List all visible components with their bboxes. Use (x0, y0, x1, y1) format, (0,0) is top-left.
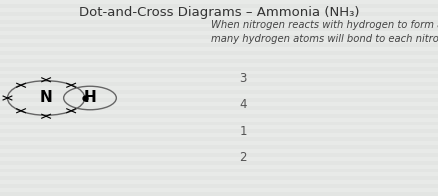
Bar (0, 169, 438, 172)
Bar (0, 82, 438, 86)
Text: 3: 3 (239, 72, 246, 85)
Bar (0, 43, 438, 47)
Bar (0, 51, 438, 55)
Bar (0, 153, 438, 157)
Bar (0, 20, 438, 24)
Bar (0, 161, 438, 165)
Bar (0, 59, 438, 63)
Bar (0, 137, 438, 141)
Text: N: N (39, 91, 53, 105)
Bar (0, 90, 438, 94)
Text: Dot-and-Cross Diagrams – Ammonia (NH₃): Dot-and-Cross Diagrams – Ammonia (NH₃) (79, 6, 359, 19)
Text: 1: 1 (239, 125, 246, 138)
Bar (0, 4, 438, 8)
Bar (0, 27, 438, 31)
Bar (0, 129, 438, 133)
Bar (0, 12, 438, 16)
Bar (0, 35, 438, 39)
Text: 4: 4 (239, 98, 246, 111)
Bar (0, 98, 438, 102)
Bar (0, 114, 438, 118)
Bar (0, 74, 438, 78)
Bar (0, 67, 438, 71)
Text: 2: 2 (239, 151, 246, 164)
Bar (0, 192, 438, 196)
Text: When nitrogen reacts with hydrogen to form ammonia, how
many hydrogen atoms will: When nitrogen reacts with hydrogen to fo… (210, 20, 438, 44)
Bar (0, 145, 438, 149)
Bar (0, 176, 438, 180)
Text: H: H (83, 91, 96, 105)
Bar (0, 122, 438, 125)
Bar (0, 106, 438, 110)
Bar (0, 184, 438, 188)
